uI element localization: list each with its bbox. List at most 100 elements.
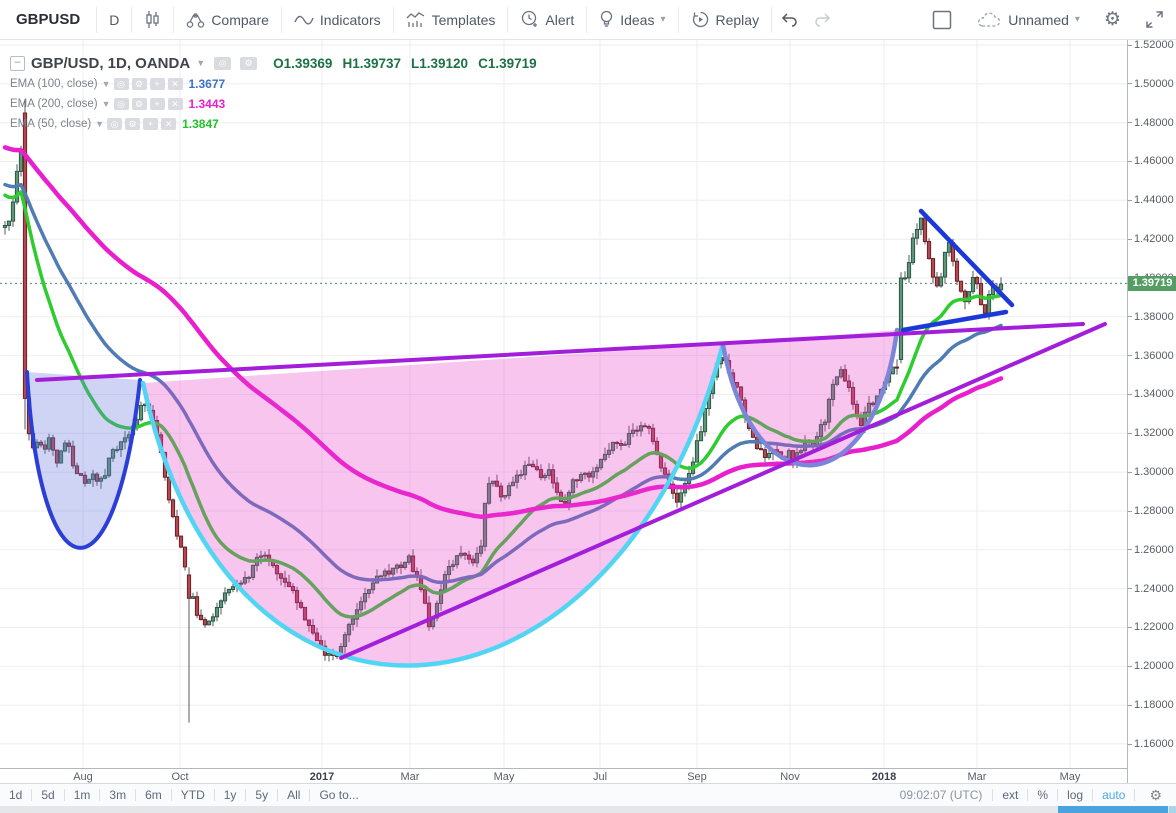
range-1y[interactable]: 1y — [223, 788, 237, 802]
auto-toggle[interactable]: auto — [1102, 788, 1126, 802]
chart-style-button[interactable] — [132, 0, 173, 39]
indicators-button[interactable]: Indicators — [282, 0, 393, 39]
price-tick: 1.46000 — [1128, 155, 1174, 167]
gear-icon[interactable]: ⚙ — [131, 98, 147, 110]
gear-icon[interactable]: ⚙ — [1149, 786, 1162, 803]
symbol-button[interactable]: GBPUSD — [16, 11, 81, 28]
undo-button[interactable] — [772, 0, 806, 39]
price-tick: 1.44000 — [1128, 194, 1174, 206]
log-toggle[interactable]: log — [1067, 788, 1084, 802]
time-tick: Jul — [592, 771, 608, 783]
indicator-value: 1.3677 — [188, 77, 226, 91]
eye-icon[interactable]: ◎ — [214, 56, 232, 70]
clock-label[interactable]: 09:02:07 (UTC) — [899, 788, 983, 802]
horizontal-scrollbar[interactable] — [0, 806, 1176, 813]
alert-clock-icon — [520, 10, 539, 29]
templates-button[interactable]: Templates — [394, 0, 508, 39]
indicator-row-ema50[interactable]: EMA (50, close) ▼ ◎ ⚙ + ✕ 1.3847 — [10, 114, 537, 134]
toolbar-separator — [392, 6, 394, 33]
redo-button[interactable] — [806, 0, 840, 39]
toolbar-separator — [507, 6, 509, 33]
replay-button[interactable]: Replay — [679, 0, 772, 39]
chevron-down-icon[interactable]: ▼ — [101, 79, 111, 89]
toolbar-separator — [677, 6, 679, 33]
plus-icon[interactable]: + — [143, 118, 159, 130]
chevron-down-icon[interactable]: ▼ — [95, 119, 105, 129]
high-value: 1.39737 — [352, 55, 401, 71]
price-chart-canvas[interactable] — [0, 40, 1127, 768]
undo-arrow-icon — [780, 12, 798, 27]
time-tick: Aug — [73, 771, 93, 783]
top-toolbar: GBPUSD D Compare — [0, 0, 1176, 40]
close-value: 1.39719 — [487, 55, 537, 71]
time-tick: Mar — [967, 771, 987, 783]
price-axis[interactable]: 1.52000 1.50000 1.48000 1.46000 1.44000 1.420… — [1127, 39, 1176, 783]
range-1m[interactable]: 1m — [73, 788, 91, 802]
fullscreen-icon — [1145, 10, 1164, 29]
close-icon[interactable]: ✕ — [167, 78, 183, 90]
indicator-row-ema200[interactable]: EMA (200, close) ▼ ◎ ⚙ + ✕ 1.3443 — [10, 94, 537, 114]
price-tick: 1.50000 — [1128, 78, 1174, 90]
fullscreen-button[interactable] — [1133, 0, 1176, 39]
layout-button[interactable] — [920, 0, 964, 39]
time-tick: Sep — [687, 771, 707, 783]
chart-pane[interactable]: – GBP/USD, 1D, OANDA ▼ ◎ ⚙ O1.39369 H1.3… — [0, 40, 1127, 768]
cloud-icon — [976, 11, 1002, 29]
time-tick: Nov — [780, 771, 800, 783]
price-tick: 1.42000 — [1128, 233, 1174, 245]
ohlc-values: O1.39369 H1.39737 L1.39120 C1.39719 — [273, 55, 537, 71]
close-icon[interactable]: ✕ — [167, 98, 183, 110]
time-tick: 2017 — [309, 771, 335, 783]
cloud-save-button[interactable]: Unnamed ▾ — [964, 0, 1092, 39]
close-icon[interactable]: ✕ — [161, 118, 177, 130]
time-axis[interactable]: Aug Oct 2017 Mar May Jul Sep Nov 2018 Mar May — [0, 768, 1127, 784]
time-tick: Mar — [400, 771, 420, 783]
eye-icon[interactable]: ◎ — [107, 118, 123, 130]
range-5y[interactable]: 5y — [255, 788, 269, 802]
range-ytd[interactable]: YTD — [180, 788, 205, 802]
gear-icon[interactable]: ⚙ — [125, 118, 141, 130]
layout-name-label: Unnamed — [1008, 11, 1069, 28]
indicator-row-ema100[interactable]: EMA (100, close) ▼ ◎ ⚙ + ✕ 1.3677 — [10, 74, 537, 94]
price-tick: 1.26000 — [1128, 544, 1174, 556]
eye-icon[interactable]: ◎ — [113, 78, 129, 90]
price-tick: 1.24000 — [1128, 583, 1174, 595]
scrollbar-thumb[interactable] — [1058, 806, 1168, 813]
settings-button[interactable]: ⚙ — [1092, 0, 1133, 39]
indicator-value: 1.3443 — [188, 97, 226, 111]
time-tick: May — [493, 771, 515, 783]
plus-icon[interactable]: + — [149, 98, 165, 110]
eye-icon[interactable]: ◎ — [113, 98, 129, 110]
range-3m[interactable]: 3m — [109, 788, 127, 802]
open-value: 1.39369 — [283, 55, 333, 71]
chevron-down-icon[interactable]: ▼ — [101, 99, 111, 109]
gear-icon[interactable]: ⚙ — [131, 78, 147, 90]
compare-icon — [186, 11, 205, 29]
gear-icon[interactable]: ⚙ — [240, 56, 258, 70]
symbol-title[interactable]: GBP/USD, 1D, OANDA — [31, 54, 191, 72]
goto-button[interactable]: Go to... — [319, 788, 359, 802]
toolbar-separator — [280, 6, 282, 33]
price-tick: 1.48000 — [1128, 117, 1174, 129]
layout-square-icon — [932, 10, 952, 30]
compare-button[interactable]: Compare — [174, 0, 281, 39]
replay-icon — [691, 10, 710, 29]
replay-label: Replay — [715, 11, 760, 28]
alert-button[interactable]: Alert — [508, 0, 586, 39]
indicator-label: EMA (100, close) — [10, 78, 98, 90]
scrollbar-button[interactable] — [1169, 806, 1176, 813]
interval-button[interactable]: D — [109, 11, 120, 28]
range-6m[interactable]: 6m — [145, 788, 162, 802]
legend-collapse-icon[interactable]: – — [10, 55, 25, 71]
ideas-button[interactable]: Ideas ▾ — [587, 0, 677, 39]
price-tick: 1.36000 — [1128, 350, 1174, 362]
range-all[interactable]: All — [287, 788, 301, 802]
range-1d[interactable]: 1d — [9, 788, 23, 802]
range-5d[interactable]: 5d — [41, 788, 55, 802]
toolbar-separator — [586, 6, 588, 33]
toolbar-separator — [771, 6, 773, 33]
percent-toggle[interactable]: % — [1037, 788, 1049, 802]
chevron-down-icon[interactable]: ▼ — [196, 58, 206, 68]
ext-toggle[interactable]: ext — [1002, 788, 1019, 802]
plus-icon[interactable]: + — [149, 78, 165, 90]
